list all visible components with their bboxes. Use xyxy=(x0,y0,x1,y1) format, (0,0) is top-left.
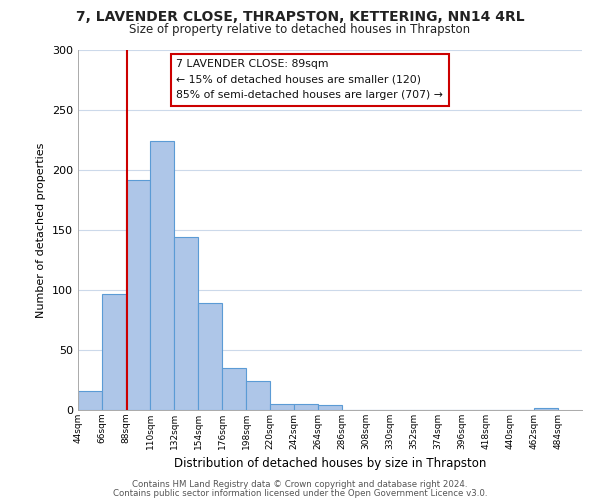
Bar xyxy=(294,404,318,410)
X-axis label: Distribution of detached houses by size in Thrapston: Distribution of detached houses by size … xyxy=(174,458,486,470)
Bar xyxy=(270,404,294,410)
Bar xyxy=(318,405,342,410)
Bar xyxy=(126,180,150,410)
Text: 7, LAVENDER CLOSE, THRAPSTON, KETTERING, NN14 4RL: 7, LAVENDER CLOSE, THRAPSTON, KETTERING,… xyxy=(76,10,524,24)
Bar xyxy=(198,303,222,410)
Bar xyxy=(174,237,198,410)
Bar xyxy=(246,381,270,410)
Bar xyxy=(102,294,126,410)
Text: Contains public sector information licensed under the Open Government Licence v3: Contains public sector information licen… xyxy=(113,488,487,498)
Text: 7 LAVENDER CLOSE: 89sqm
← 15% of detached houses are smaller (120)
85% of semi-d: 7 LAVENDER CLOSE: 89sqm ← 15% of detache… xyxy=(176,59,443,100)
Y-axis label: Number of detached properties: Number of detached properties xyxy=(37,142,46,318)
Text: Size of property relative to detached houses in Thrapston: Size of property relative to detached ho… xyxy=(130,22,470,36)
Bar xyxy=(78,391,102,410)
Bar xyxy=(534,408,558,410)
Bar xyxy=(150,141,174,410)
Bar xyxy=(222,368,246,410)
Text: Contains HM Land Registry data © Crown copyright and database right 2024.: Contains HM Land Registry data © Crown c… xyxy=(132,480,468,489)
